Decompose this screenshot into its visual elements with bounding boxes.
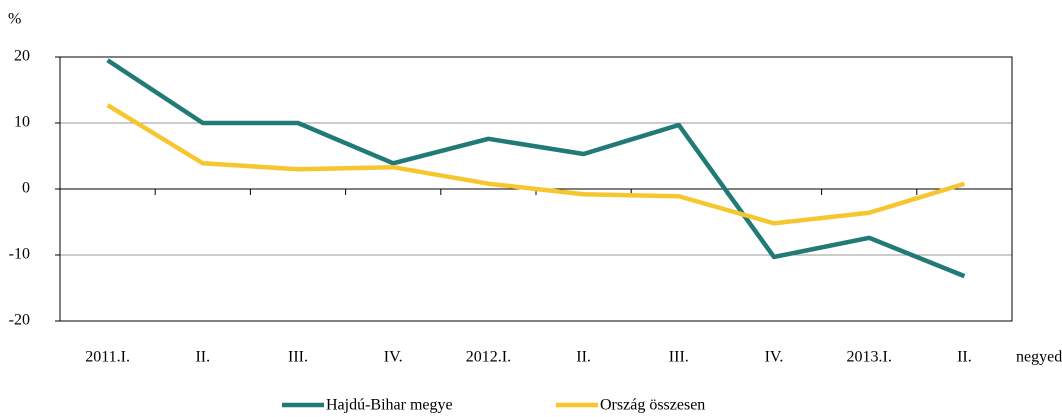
x-tick-label: 2011.I.: [85, 349, 130, 366]
x-tick-label: II.: [195, 349, 210, 366]
y-tick-label: -10: [9, 246, 30, 263]
x-tick-label: II.: [957, 349, 972, 366]
x-tick-label: IV.: [384, 349, 403, 366]
series-line: [106, 103, 966, 226]
x-tick-label: III.: [288, 349, 308, 366]
legend-label: Ország összesen: [600, 397, 705, 414]
x-tick-label: III.: [669, 349, 689, 366]
series-line: [106, 58, 966, 279]
x-tick-label: II.: [576, 349, 591, 366]
y-tick-label: -20: [9, 312, 30, 329]
x-tick-label: 2012.I.: [466, 349, 511, 366]
legend-label: Hajdú-Bihar megye: [326, 397, 453, 414]
x-tick-label: IV.: [765, 349, 784, 366]
x-tick-label: 2013.I.: [847, 349, 892, 366]
y-tick-label: 10: [14, 114, 30, 131]
y-tick-label: 0: [22, 180, 30, 197]
y-tick-label: 20: [14, 48, 30, 65]
y-axis-label: %: [8, 11, 21, 28]
x-axis-label: negyedév: [1016, 349, 1062, 366]
